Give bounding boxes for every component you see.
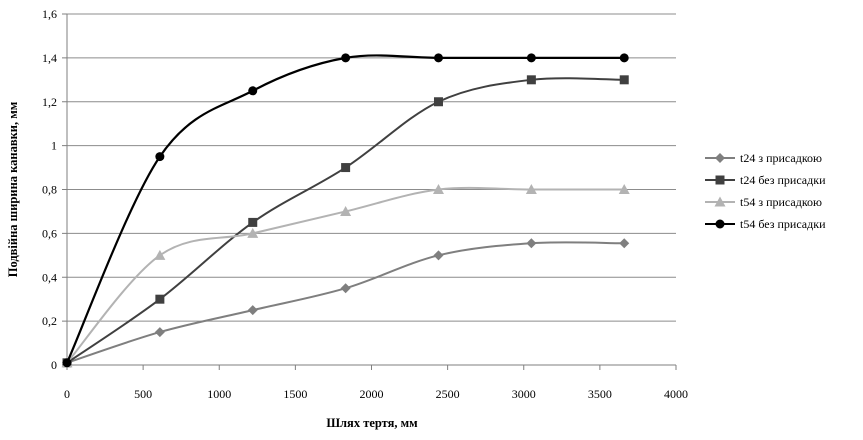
data-point-circle xyxy=(155,152,165,162)
data-point-triangle xyxy=(618,184,630,194)
series-layer xyxy=(61,53,630,368)
data-point-diamond xyxy=(247,305,258,316)
data-point-triangle xyxy=(154,249,166,260)
data-point-square xyxy=(433,97,443,107)
data-point-diamond xyxy=(526,238,537,249)
data-point-circle xyxy=(619,53,629,63)
data-point-triangle xyxy=(340,205,352,216)
gridlines xyxy=(67,13,676,322)
data-point-triangle xyxy=(714,196,726,207)
y-tick-label: 0,4 xyxy=(42,270,57,284)
legend-item-3: t54 з присадкою xyxy=(705,195,822,209)
series-1 xyxy=(62,238,630,368)
legend-item-2: t24 без присадки xyxy=(705,173,826,187)
data-point-circle xyxy=(248,86,258,96)
data-point-square xyxy=(526,75,536,85)
data-point-triangle xyxy=(247,227,259,238)
data-point-square xyxy=(155,294,165,304)
y-tick-label: 1,4 xyxy=(42,51,57,65)
x-tick-label: 500 xyxy=(134,387,152,401)
data-point-diamond xyxy=(433,250,444,261)
y-tick-label: 1,6 xyxy=(42,7,57,21)
tick-labels: 0 0,2 0,4 0,6 0,8 1 1,2 1,4 1,6 0 500 1000 1500 2000 2… xyxy=(42,7,688,401)
data-point-circle xyxy=(62,358,72,368)
y-tick-label: 0,2 xyxy=(42,314,57,328)
data-point-circle xyxy=(526,53,536,63)
x-tick-label: 4000 xyxy=(664,387,688,401)
y-axis-title: Подвійна ширина канавки, мм xyxy=(6,101,20,277)
data-point-circle xyxy=(433,53,443,63)
x-axis-title: Шлях тертя, мм xyxy=(326,416,418,430)
series-4 xyxy=(62,53,629,368)
data-point-diamond xyxy=(715,153,725,163)
y-tick-label: 0,6 xyxy=(42,226,57,240)
data-point-triangle xyxy=(432,184,444,194)
series-line xyxy=(66,241,625,364)
y-tick-label: 0,8 xyxy=(42,183,57,197)
series-line xyxy=(66,77,625,364)
x-tick-label: 3500 xyxy=(588,387,612,401)
legend: t24 з присадкою t24 без присадки t54 з при… xyxy=(705,151,826,231)
data-point-diamond xyxy=(154,327,165,338)
legend-label: t54 без присадки xyxy=(740,217,826,231)
axes xyxy=(62,13,677,370)
y-tick-label: 1,2 xyxy=(42,95,57,109)
x-tick-label: 1500 xyxy=(283,387,307,401)
data-point-diamond xyxy=(340,283,351,294)
x-tick-label: 2500 xyxy=(436,387,460,401)
data-point-square xyxy=(715,175,725,185)
series-3 xyxy=(61,184,630,368)
x-tick-label: 3000 xyxy=(512,387,536,401)
legend-label: t24 без присадки xyxy=(740,173,826,187)
y-tick-label: 0 xyxy=(51,358,57,372)
legend-item-1: t24 з присадкою xyxy=(705,151,822,165)
data-point-diamond xyxy=(619,238,630,249)
y-tick-label: 1 xyxy=(51,139,57,153)
legend-item-4: t54 без присадки xyxy=(705,217,826,231)
data-point-triangle xyxy=(525,184,537,194)
x-tick-label: 2000 xyxy=(360,387,384,401)
data-point-square xyxy=(341,163,351,173)
data-point-square xyxy=(619,75,629,85)
x-tick-label: 1000 xyxy=(207,387,231,401)
data-point-circle xyxy=(715,219,725,229)
data-point-circle xyxy=(341,53,351,63)
series-2 xyxy=(62,75,629,368)
data-point-square xyxy=(248,217,258,227)
legend-label: t24 з присадкою xyxy=(740,151,822,165)
x-tick-label: 0 xyxy=(64,387,70,401)
legend-label: t54 з присадкою xyxy=(740,195,822,209)
